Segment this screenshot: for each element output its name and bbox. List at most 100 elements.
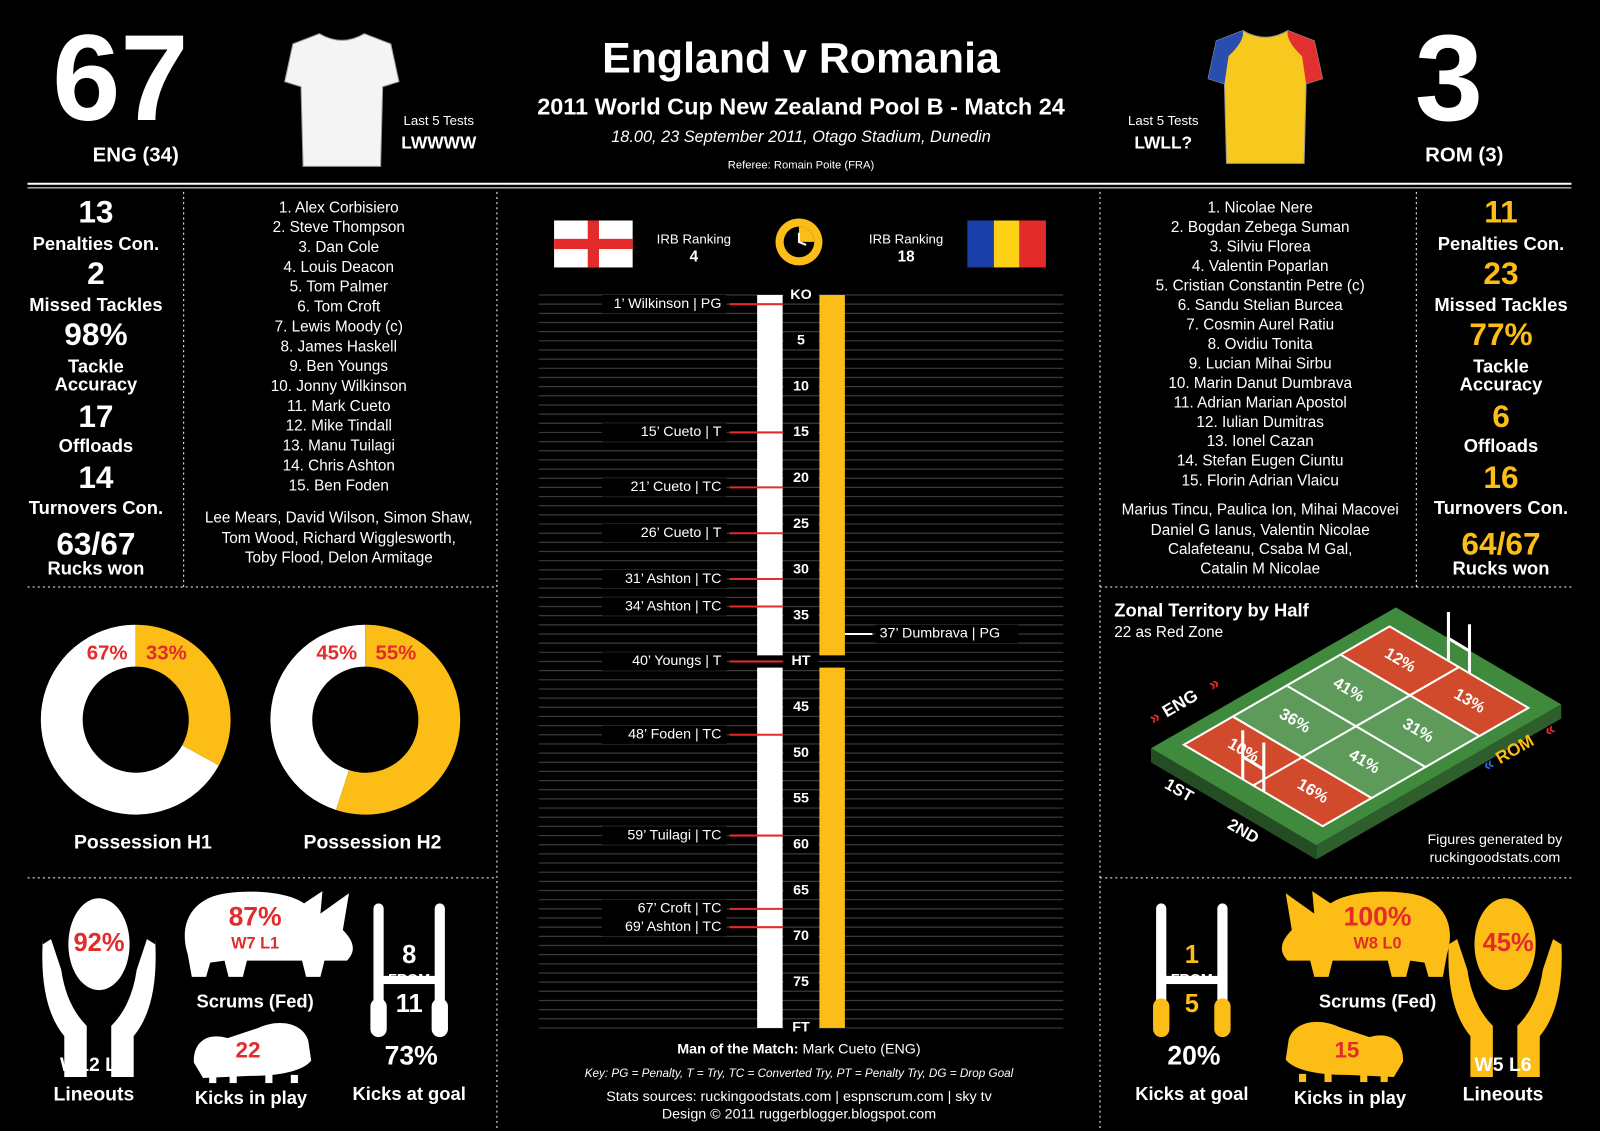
romania-flag bbox=[993, 220, 1020, 268]
scrums-label: Scrums (Fed) bbox=[1319, 990, 1436, 1011]
tick-backdrop bbox=[783, 561, 819, 579]
subtitle: 2011 World Cup New Zealand Pool B - Matc… bbox=[537, 93, 1065, 119]
player: 8. Ovidiu Tonita bbox=[1208, 336, 1314, 353]
title: England v Romania bbox=[602, 35, 1001, 83]
lineouts-record: W5 L6 bbox=[1475, 1054, 1532, 1076]
event-backdrop bbox=[602, 597, 727, 616]
tick-backdrop bbox=[783, 607, 819, 624]
event-label: 69’ Ashton | TC bbox=[625, 919, 721, 935]
player: 1. Alex Corbisiero bbox=[279, 199, 399, 216]
territory-title: Zonal Territory by Half bbox=[1114, 599, 1309, 620]
tick-backdrop bbox=[783, 790, 819, 808]
post-pad bbox=[1214, 998, 1231, 1038]
timeline-tick: 55 bbox=[793, 791, 809, 807]
event-backdrop bbox=[602, 524, 727, 543]
key: Key: PG = Penalty, T = Try, TC = Convert… bbox=[585, 1067, 1014, 1080]
event-backdrop bbox=[875, 624, 1019, 644]
tick-backdrop bbox=[783, 882, 819, 899]
stat-label: Tackle bbox=[68, 355, 124, 376]
stat-value: 13 bbox=[78, 194, 113, 230]
clock-segment bbox=[798, 226, 815, 242]
kicks-attempts: 5 bbox=[1185, 990, 1199, 1018]
timeline-tick: 35 bbox=[793, 607, 809, 623]
player: 3. Silviu Florea bbox=[1210, 238, 1312, 255]
player: 15. Ben Foden bbox=[289, 477, 389, 494]
lineouts-label: Lineouts bbox=[1463, 1083, 1544, 1105]
player: 11. Mark Cueto bbox=[287, 398, 390, 415]
stat-label: Offloads bbox=[1464, 435, 1538, 456]
kicks-at-goal-label: Kicks at goal bbox=[1135, 1083, 1248, 1104]
team-score: ROM (3) bbox=[1425, 145, 1503, 167]
territory-zone bbox=[1407, 665, 1531, 738]
tick-backdrop bbox=[783, 470, 819, 487]
player: 5. Tom Palmer bbox=[290, 279, 388, 296]
player: 1. Nicolae Nere bbox=[1207, 199, 1312, 216]
boot-stud bbox=[1298, 1073, 1307, 1083]
possession-segment bbox=[40, 624, 219, 815]
event-label: 67’ Croft | TC bbox=[638, 901, 722, 917]
timeline-tick: 15 bbox=[793, 424, 809, 440]
tick-backdrop bbox=[783, 836, 819, 853]
team-score: ENG (34) bbox=[93, 145, 179, 167]
stat-value: 98% bbox=[64, 316, 127, 352]
kicks-made: 8 bbox=[402, 941, 416, 969]
event-label: 37’ Dumbrava | PG bbox=[880, 626, 1001, 642]
kicks-in-play-label: Kicks in play bbox=[195, 1087, 308, 1108]
boot-shape bbox=[1285, 1021, 1404, 1077]
possession-label: 67% bbox=[87, 643, 128, 665]
player: 11. Adrian Marian Apostol bbox=[1174, 394, 1347, 411]
possession-title: Possession H1 bbox=[74, 831, 212, 853]
boot-stud bbox=[265, 1074, 273, 1084]
player: 8. James Haskell bbox=[281, 338, 397, 355]
scrums-pct: 100% bbox=[1344, 902, 1412, 932]
kicks-in-play-label: Kicks in play bbox=[1294, 1087, 1407, 1108]
england-flag-cross bbox=[587, 220, 599, 268]
irb-ranking: 4 bbox=[690, 248, 699, 265]
kicks-pct: 20% bbox=[1167, 1041, 1220, 1071]
scrums-pct: 87% bbox=[229, 902, 282, 932]
tick-backdrop bbox=[783, 424, 819, 441]
boot-stud bbox=[1360, 1073, 1368, 1083]
stat-value: 11 bbox=[1484, 194, 1517, 230]
stat-label: Accuracy bbox=[55, 374, 138, 395]
event-backdrop bbox=[602, 826, 727, 845]
kicks-pct: 73% bbox=[385, 1041, 438, 1071]
possession-label: 55% bbox=[375, 643, 416, 665]
event-backdrop bbox=[602, 478, 727, 497]
boot-shape bbox=[193, 1022, 312, 1078]
event-label: 34’ Ashton | TC bbox=[625, 598, 721, 614]
stat-label: Missed Tackles bbox=[29, 294, 162, 315]
kicks-from: FROM bbox=[388, 972, 430, 988]
timeline-tick: 10 bbox=[793, 378, 809, 394]
tick-backdrop bbox=[783, 928, 819, 945]
stat-value: 63/67 bbox=[56, 525, 135, 561]
timeline-bar bbox=[819, 295, 845, 656]
player: 4. Louis Deacon bbox=[284, 259, 395, 276]
stat-label: Turnovers Con. bbox=[29, 497, 163, 518]
shirt-body bbox=[1207, 30, 1324, 164]
stat-value: 16 bbox=[1483, 459, 1518, 495]
player: 9. Ben Youngs bbox=[289, 358, 388, 375]
tick-backdrop bbox=[783, 973, 819, 991]
kicks-attempts: 11 bbox=[396, 990, 423, 1018]
event-label: 59’ Tuilagi | TC bbox=[627, 827, 721, 843]
player: 5. Cristian Constantin Petre (c) bbox=[1156, 277, 1365, 294]
tick-backdrop bbox=[783, 378, 819, 395]
player: 2. Bogdan Zebega Suman bbox=[1171, 219, 1350, 236]
tick-backdrop bbox=[783, 699, 819, 716]
kicks-made: 1 bbox=[1185, 941, 1199, 969]
tick-backdrop bbox=[783, 744, 819, 762]
boot-stud bbox=[1324, 1073, 1332, 1083]
player: 6. Tom Croft bbox=[297, 299, 381, 316]
timeline-tick: 70 bbox=[793, 928, 809, 944]
event-backdrop bbox=[602, 725, 727, 744]
event-label: 15’ Cueto | T bbox=[641, 424, 722, 440]
territory-subtitle: 22 as Red Zone bbox=[1114, 624, 1223, 641]
romania-shirt bbox=[1207, 30, 1324, 164]
player: 7. Lewis Moody (c) bbox=[275, 318, 403, 335]
player: 7. Cosmin Aurel Ratiu bbox=[1186, 316, 1334, 333]
timeline-bar bbox=[819, 667, 845, 1028]
dividers bbox=[27, 191, 1572, 1131]
event-label: 48’ Foden | TC bbox=[628, 727, 721, 743]
